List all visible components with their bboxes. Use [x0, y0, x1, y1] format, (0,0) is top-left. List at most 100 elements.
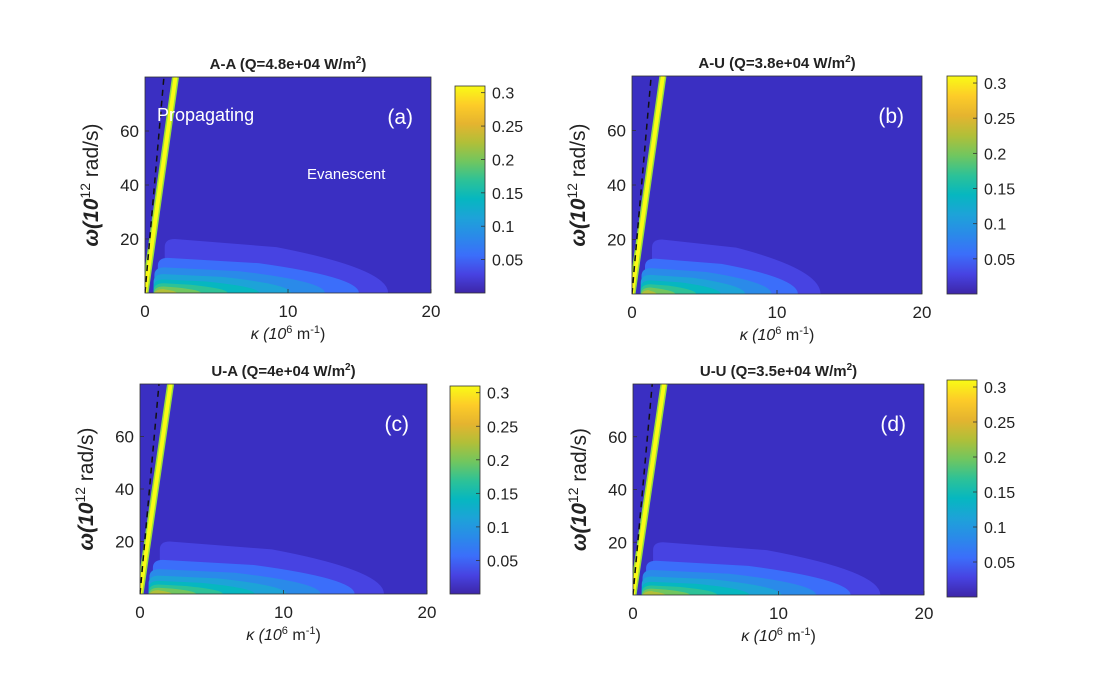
light-line	[140, 384, 173, 594]
colorbar-tick-label: 0.1	[984, 520, 1006, 537]
light-line	[145, 77, 178, 293]
y-axis-label: ω(1012 rad/s)	[72, 428, 98, 551]
colorbar-tick-label: 0.3	[487, 386, 509, 403]
dashed-line	[633, 384, 653, 595]
x-axis-label: κ (106 m-1)	[251, 324, 326, 343]
colorbar-tick-label: 0.25	[984, 111, 1015, 128]
text-span: -1	[801, 626, 811, 638]
text-span: A-U (Q=3.8e+04 W/m	[698, 55, 845, 72]
text-span: -1	[310, 324, 320, 336]
evanescent-band-8	[153, 288, 177, 293]
text-span: 12	[565, 487, 581, 503]
annotation-propagating: Propagating	[157, 105, 254, 125]
x-tick-label: 20	[915, 604, 934, 623]
x-axis-label: κ (106 m-1)	[740, 325, 815, 344]
colorbar-tick-label: 0.05	[487, 553, 518, 570]
text-span: )	[315, 627, 320, 644]
annotation-evanescent: Evanescent	[307, 166, 386, 183]
x-axis-label: κ (106 m-1)	[741, 626, 816, 645]
colorbar	[449, 385, 481, 595]
text-span: )	[810, 628, 815, 645]
text-span: 12	[564, 183, 580, 199]
y-tick-label: 20	[120, 230, 139, 249]
x-tick-label: 10	[274, 603, 293, 622]
colorbar-tick-label: 0.2	[984, 146, 1006, 163]
light-line	[633, 384, 667, 595]
text-span: -1	[306, 625, 316, 637]
chart-title: U-U (Q=3.5e+04 W/m2)	[700, 362, 857, 380]
text-span: A-A (Q=4.8e+04 W/m	[210, 56, 356, 73]
x-tick-label: 10	[768, 303, 787, 322]
colorbar-tick-label: 0.25	[487, 419, 518, 436]
y-tick-label: 20	[115, 533, 134, 552]
colorbar-tick-label: 0.15	[487, 486, 518, 503]
x-tick-label: 0	[627, 303, 636, 322]
chart-title: U-A (Q=4e+04 W/m2)	[211, 362, 355, 380]
colorbar-tick-label: 0.2	[984, 450, 1006, 467]
plot-area	[633, 384, 924, 595]
colorbar-tick-label: 0.25	[492, 119, 523, 136]
y-tick-label: 20	[608, 533, 627, 552]
text-span: ω(10	[568, 503, 591, 551]
text-span: 2	[356, 55, 362, 66]
dashed-line	[145, 77, 165, 293]
text-span: )	[851, 55, 856, 72]
x-tick-label: 20	[418, 603, 437, 622]
text-span: )	[361, 56, 366, 73]
evanescent-band-8	[640, 289, 657, 294]
colorbar-tick-label: 0.05	[984, 555, 1015, 572]
dashed-line	[140, 384, 160, 594]
colorbar-tick-label: 0.1	[984, 217, 1006, 234]
colorbar-tick-label: 0.25	[984, 415, 1015, 432]
text-span: U-A (Q=4e+04 W/m	[211, 363, 345, 380]
text-span: )	[809, 327, 814, 344]
y-tick-label: 60	[608, 428, 627, 447]
text-span: m	[783, 628, 801, 645]
y-tick-label: 40	[607, 176, 626, 195]
text-span: rad/s)	[75, 428, 98, 488]
text-span: 6	[775, 325, 781, 337]
y-tick-label: 60	[115, 428, 134, 447]
panel-label: (c)	[385, 413, 410, 436]
panel-label: (a)	[387, 106, 413, 129]
x-tick-label: 0	[628, 604, 637, 623]
x-axis-label: κ (106 m-1)	[246, 625, 321, 644]
panel-c: 0 10 20 20 40 60 U-A (Q=4e+04 W/m2) (c) ω(1012 r…	[72, 362, 518, 644]
text-span: κ (10	[740, 327, 776, 344]
text-span: 6	[286, 324, 292, 336]
colorbar-tick-label: 0.3	[492, 86, 514, 103]
text-span: 6	[777, 626, 783, 638]
panel-d: 0 10 20 20 40 60 U-U (Q=3.5e+04 W/m2) (d) ω(1012…	[565, 362, 1015, 645]
text-span: 12	[72, 487, 88, 503]
text-span: κ (10	[741, 628, 777, 645]
colorbar	[946, 379, 978, 598]
y-tick-label: 60	[607, 122, 626, 141]
panel-a: 0 10 20 20 40 60 A-A (Q=4.8e+04 W/m2) (a) Propag…	[77, 55, 523, 343]
colorbar-tick-label: 0.3	[984, 380, 1006, 397]
text-span: rad/s)	[80, 124, 103, 184]
plot-area	[140, 384, 427, 594]
y-tick-label: 40	[120, 176, 139, 195]
evanescent-band-8	[148, 590, 172, 594]
colorbar-tick-label: 0.3	[984, 76, 1006, 93]
text-span: m	[292, 326, 310, 343]
colorbar-tick-label: 0.1	[492, 219, 514, 236]
colorbar-tick-label: 0.1	[487, 520, 509, 537]
panel-label: (d)	[880, 413, 906, 436]
text-span: m	[781, 327, 799, 344]
text-span: 2	[345, 362, 351, 373]
plot-area	[145, 77, 431, 293]
x-tick-label: 20	[422, 302, 441, 321]
light-line	[632, 76, 665, 294]
colorbar	[454, 85, 486, 294]
text-span: 12	[77, 183, 93, 199]
text-span: ω(10	[75, 502, 98, 550]
panel-b: 0 10 20 20 40 60 A-U (Q=3.8e+04 W/m2) (b) ω(1012…	[564, 54, 1015, 344]
text-span: rad/s)	[567, 124, 590, 184]
text-span: κ (10	[251, 326, 287, 343]
text-span: )	[852, 363, 857, 380]
colorbar-tick-label: 0.15	[984, 182, 1015, 199]
text-span: rad/s)	[568, 428, 591, 488]
y-tick-label: 60	[120, 122, 139, 141]
